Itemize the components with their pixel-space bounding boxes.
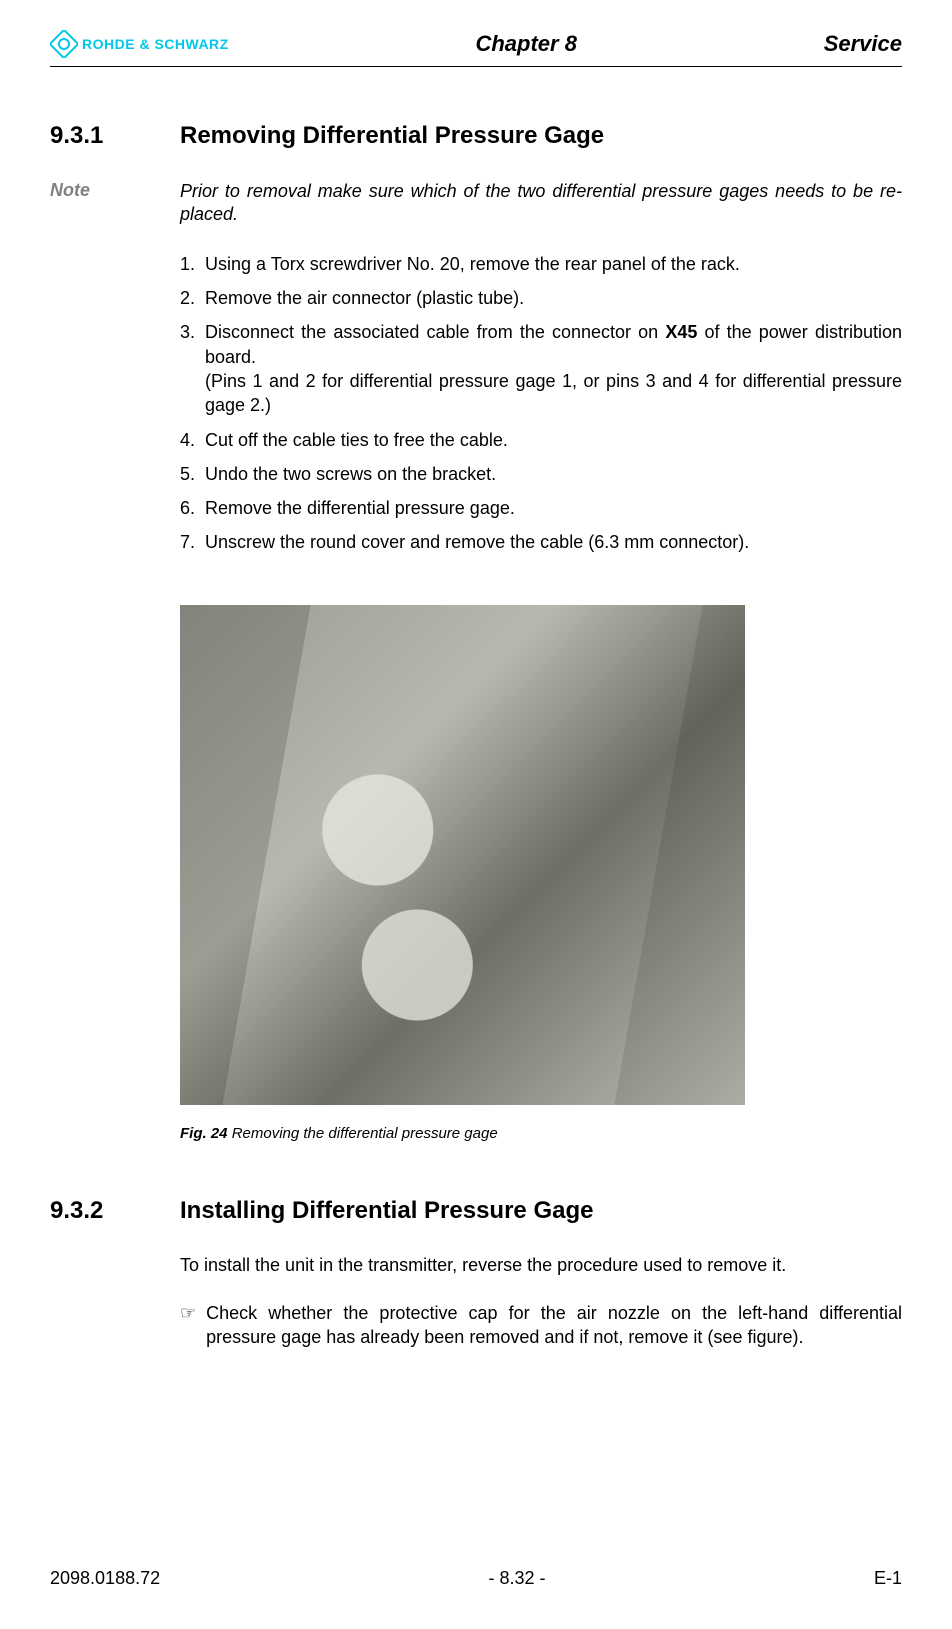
section-number: 9.3.2 (50, 1197, 150, 1225)
header-right-label: Service (824, 31, 902, 57)
pointer-icon: ☞ (180, 1301, 196, 1350)
note-label: Note (50, 180, 150, 227)
step-item: Cut off the cable ties to free the cable… (180, 428, 902, 452)
step-sub-text: (Pins 1 and 2 for differential pressure … (205, 371, 902, 415)
logo-diamond-icon (50, 30, 78, 58)
step-item: Remove the differential pressure gage. (180, 496, 902, 520)
step-text-pre: Disconnect the associated cable from the… (205, 322, 665, 342)
logo-text: ROHDE & SCHWARZ (82, 36, 229, 52)
brand-logo: ROHDE & SCHWARZ (50, 30, 229, 58)
pointer-text: Check whether the protective cap for the… (206, 1301, 902, 1350)
section-number: 9.3.1 (50, 122, 150, 150)
footer-left: 2098.0188.72 (50, 1568, 160, 1589)
section-heading-2: 9.3.2 Installing Differential Pressure G… (50, 1197, 902, 1225)
chapter-title: Chapter 8 (229, 31, 824, 57)
figure-caption: Fig. 24 Removing the differential pressu… (180, 1125, 902, 1142)
section-title: Removing Differential Pressure Gage (180, 122, 604, 150)
figure-caption-text: Removing the differential pressure gage (232, 1125, 498, 1142)
figure-image (180, 605, 902, 1105)
step-item: Remove the air connector (plastic tube). (180, 286, 902, 310)
section2-intro: To install the unit in the transmitter, … (180, 1255, 902, 1276)
page-header: ROHDE & SCHWARZ Chapter 8 Service (50, 30, 902, 67)
footer-center: - 8.32 - (489, 1568, 546, 1589)
page-footer: 2098.0188.72 - 8.32 - E-1 (50, 1568, 902, 1589)
step-item: Undo the two screws on the bracket. (180, 462, 902, 486)
step-item: Disconnect the associated cable from the… (180, 320, 902, 417)
step-item: Using a Torx screwdriver No. 20, remove … (180, 252, 902, 276)
step-item: Unscrew the round cover and remove the c… (180, 530, 902, 554)
note-block: Note Prior to removal make sure which of… (50, 180, 902, 227)
footer-right: E-1 (874, 1568, 902, 1589)
pointer-row: ☞ Check whether the protective cap for t… (180, 1301, 902, 1350)
steps-list: Using a Torx screwdriver No. 20, remove … (180, 252, 902, 555)
pressure-gage-photo (180, 605, 745, 1105)
figure-number: Fig. 24 (180, 1125, 228, 1142)
connector-ref: X45 (665, 322, 697, 342)
section-heading-1: 9.3.1 Removing Differential Pressure Gag… (50, 122, 902, 150)
section-title: Installing Differential Pressure Gage (180, 1197, 593, 1225)
note-text: Prior to removal make sure which of the … (180, 180, 902, 227)
